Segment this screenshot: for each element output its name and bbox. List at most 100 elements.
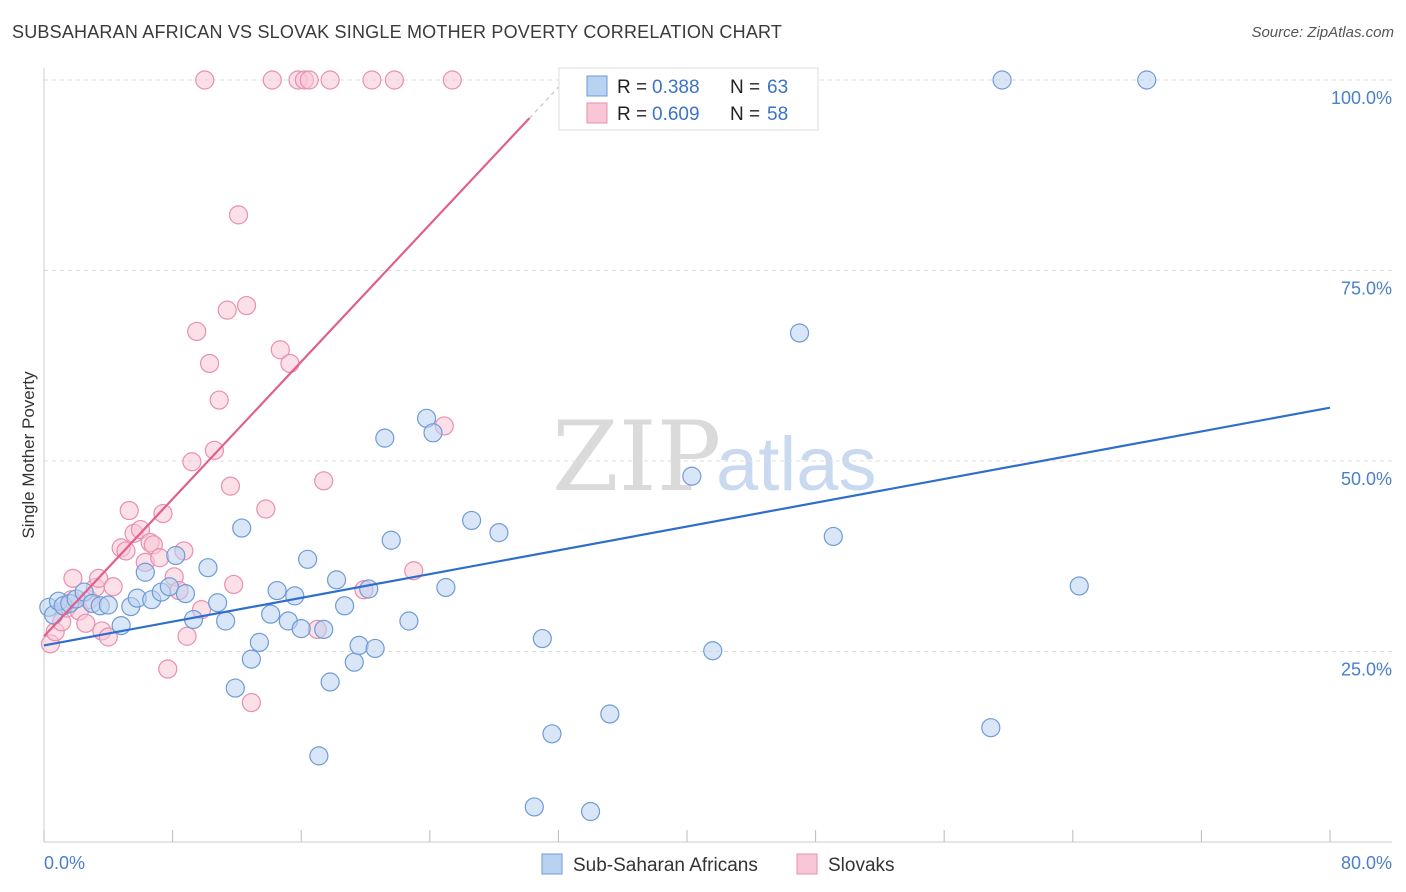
subsaharan-point bbox=[166, 545, 186, 566]
legend-swatch-pink bbox=[586, 102, 608, 124]
slovaks-point bbox=[119, 500, 139, 521]
slovaks-point bbox=[241, 692, 261, 713]
bottom-legend-swatch-blue bbox=[541, 853, 563, 875]
slovaks-point bbox=[187, 321, 207, 342]
subsaharan-point bbox=[461, 510, 482, 531]
subsaharan-point bbox=[344, 652, 364, 672]
bottom-legend-label-pink: Slovaks bbox=[828, 855, 895, 876]
axes bbox=[43, 68, 1392, 843]
slovaks-point bbox=[320, 70, 340, 90]
watermark-zip: ZIP bbox=[552, 401, 721, 513]
subsaharan-point bbox=[580, 801, 601, 822]
legend-r-value-blue: 0.388 bbox=[652, 77, 700, 98]
bottom-legend-label-blue: Sub-Saharan Africans bbox=[573, 855, 758, 876]
bottom-legend-swatch-pink bbox=[796, 853, 818, 875]
slovaks-point bbox=[262, 70, 282, 90]
subsaharan-point bbox=[436, 577, 456, 598]
y-tick-labels: 25.0% 50.0% 75.0% 100.0% bbox=[1331, 88, 1392, 680]
subsaharan-point bbox=[524, 797, 544, 817]
subsaharan-point bbox=[314, 619, 334, 640]
slovaks-point bbox=[224, 574, 244, 595]
subsaharan-points bbox=[39, 70, 1157, 822]
slovaks-point bbox=[299, 70, 319, 90]
subsaharan-point bbox=[208, 593, 228, 613]
slovaks-point bbox=[384, 70, 405, 90]
subsaharan-point bbox=[241, 649, 261, 669]
top-legend: R = 0.388 N = 63 R = 0.609 N = 58 bbox=[558, 67, 819, 131]
subsaharan-point bbox=[309, 746, 329, 766]
subsaharan-trend-line bbox=[43, 406, 1331, 647]
legend-n-value-pink: 58 bbox=[767, 104, 788, 125]
subsaharan-point bbox=[98, 595, 118, 615]
subsaharan-point bbox=[423, 423, 443, 443]
watermark-atlas: atlas bbox=[716, 422, 877, 507]
subsaharan-point bbox=[261, 604, 281, 624]
slovaks-point bbox=[236, 295, 257, 316]
subsaharan-point bbox=[267, 580, 287, 601]
subsaharan-point bbox=[600, 704, 620, 724]
x-ticks bbox=[43, 830, 1331, 842]
subsaharan-point bbox=[375, 428, 395, 448]
y-tick-label: 75.0% bbox=[1341, 279, 1392, 299]
slovaks-point bbox=[228, 205, 249, 225]
slovaks-point bbox=[76, 613, 96, 633]
slovaks-point bbox=[280, 353, 300, 374]
slovaks-trend-line bbox=[43, 117, 531, 638]
legend-swatch-blue bbox=[586, 75, 608, 97]
slovaks-point bbox=[150, 548, 170, 568]
legend-n-label-blue: N = bbox=[730, 77, 760, 98]
slovaks-point bbox=[116, 541, 136, 561]
subsaharan-point bbox=[703, 641, 723, 661]
legend-r-value-pink: 0.609 bbox=[652, 104, 700, 125]
subsaharan-point bbox=[159, 577, 179, 597]
y-tick-label: 100.0% bbox=[1331, 88, 1392, 108]
subsaharan-point bbox=[992, 70, 1012, 90]
subsaharan-point bbox=[285, 586, 305, 606]
legend-r-label-blue: R = bbox=[617, 77, 647, 98]
subsaharan-point bbox=[216, 611, 236, 631]
grid-lines bbox=[44, 79, 1392, 652]
subsaharan-point bbox=[542, 724, 562, 744]
subsaharan-point bbox=[359, 579, 379, 599]
subsaharan-point bbox=[335, 596, 355, 616]
subsaharan-point bbox=[381, 530, 401, 550]
subsaharan-point bbox=[489, 523, 509, 543]
slovaks-point bbox=[103, 577, 123, 597]
subsaharan-point bbox=[823, 526, 843, 547]
subsaharan-point bbox=[682, 466, 702, 486]
source-credit: Source: ZipAtlas.com bbox=[1251, 24, 1394, 41]
subsaharan-point bbox=[232, 518, 252, 538]
slovaks-points bbox=[40, 70, 462, 713]
slovaks-point bbox=[442, 70, 462, 90]
subsaharan-point bbox=[291, 619, 311, 639]
slovaks-point bbox=[199, 353, 220, 374]
subsaharan-point bbox=[326, 570, 347, 590]
subsaharan-point bbox=[249, 632, 270, 652]
subsaharan-point bbox=[349, 635, 369, 656]
subsaharan-point bbox=[365, 638, 385, 659]
slovaks-point bbox=[158, 659, 178, 679]
subsaharan-point bbox=[399, 611, 419, 631]
slovaks-point bbox=[195, 70, 215, 90]
subsaharan-point bbox=[1137, 70, 1157, 90]
slovaks-point bbox=[130, 519, 151, 540]
legend-r-label-pink: R = bbox=[617, 104, 647, 125]
slovaks-point bbox=[256, 499, 276, 519]
slovaks-trend-extension bbox=[528, 86, 559, 119]
trend-lines bbox=[43, 86, 1331, 647]
subsaharan-point bbox=[135, 562, 155, 582]
slovaks-point bbox=[209, 390, 229, 410]
slovaks-point bbox=[314, 471, 334, 491]
slovaks-point bbox=[217, 300, 237, 320]
bottom-legend: Sub-Saharan Africans Slovaks bbox=[541, 853, 895, 876]
slovaks-point bbox=[153, 503, 173, 524]
slovaks-point bbox=[220, 476, 241, 496]
subsaharan-point bbox=[298, 549, 318, 569]
legend-n-value-blue: 63 bbox=[767, 77, 788, 98]
subsaharan-point bbox=[789, 323, 810, 343]
subsaharan-point bbox=[198, 558, 218, 578]
y-tick-label: 50.0% bbox=[1341, 469, 1392, 489]
slovaks-point bbox=[204, 440, 224, 460]
x-tick-label-max: 80.0% bbox=[1341, 853, 1392, 873]
